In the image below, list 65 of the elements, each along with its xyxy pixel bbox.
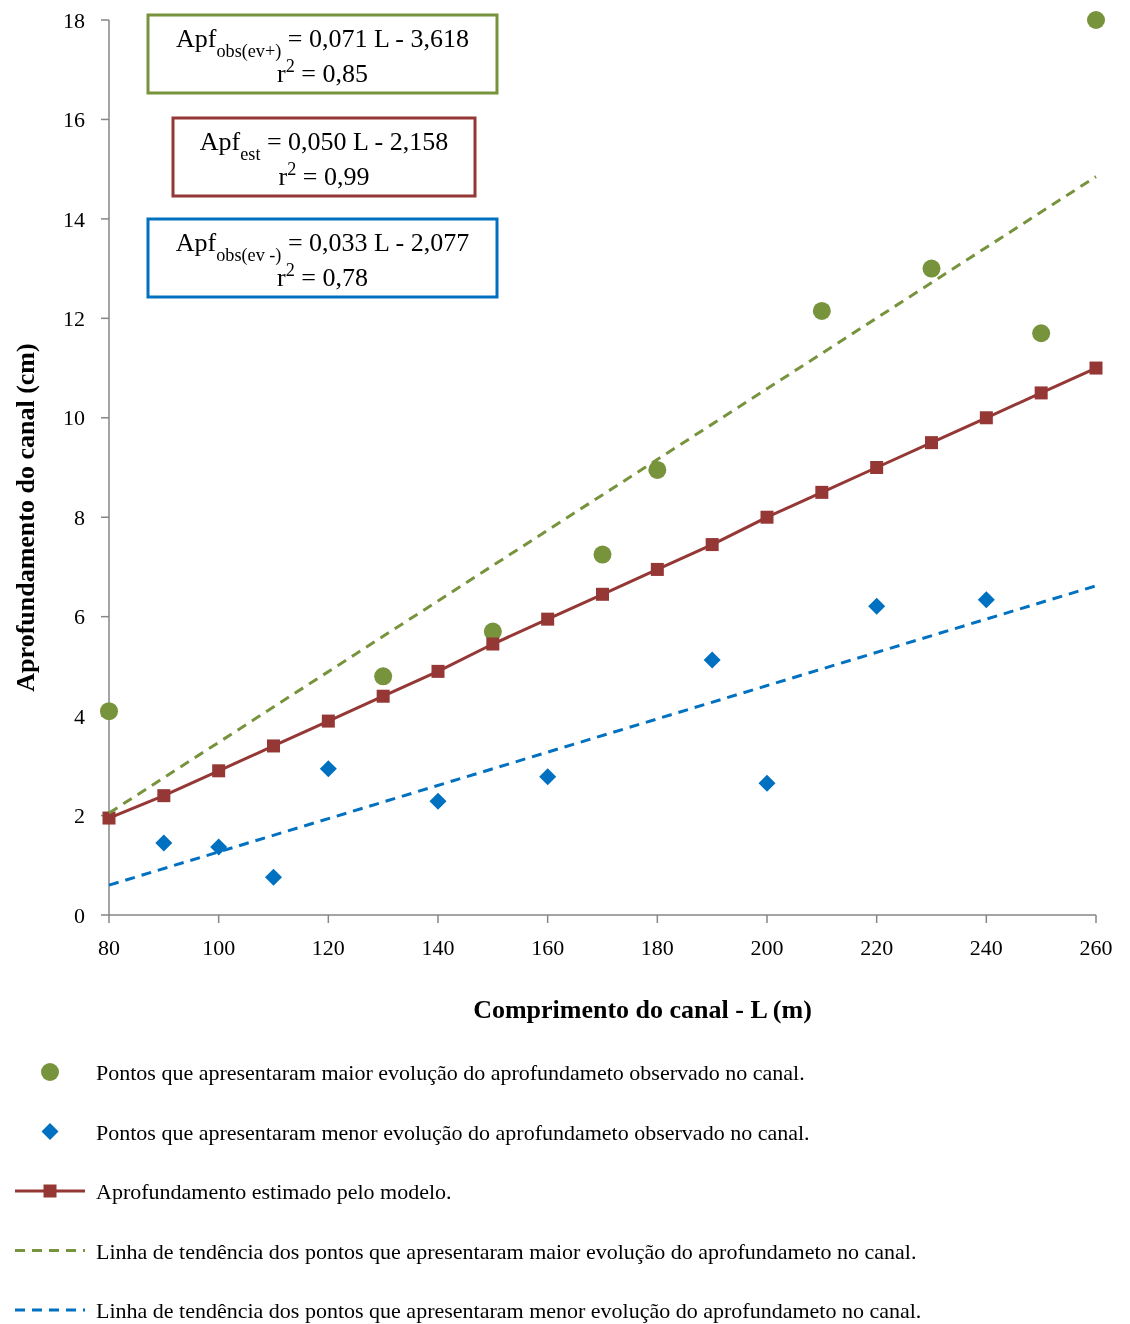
y-tick-label: 6	[74, 604, 85, 630]
x-tick-label: 260	[1079, 935, 1113, 960]
point	[815, 485, 829, 499]
point	[593, 545, 612, 564]
y-tick-label: 14	[63, 206, 85, 232]
point	[155, 834, 173, 852]
legend-label: Pontos que apresentaram menor evolução do aprofundameto observado no canal.	[96, 1119, 810, 1145]
y-tick-label: 8	[74, 504, 85, 530]
x-tick-label: 80	[98, 935, 120, 960]
point	[429, 792, 447, 810]
annotation: r$^{2}$ = 0,99	[278, 159, 370, 191]
x-tick-label: 220	[860, 935, 894, 960]
x-axis-title: Comprimento do canal - L (m)	[473, 995, 812, 1024]
x-tick-label: 160	[531, 935, 565, 960]
y-tick-label: 0	[74, 902, 85, 928]
x-tick-label: 140	[421, 935, 455, 960]
point	[1032, 324, 1051, 343]
point	[760, 510, 774, 524]
y-tick-label: 16	[63, 107, 85, 133]
point	[539, 768, 557, 786]
y-tick-label: 12	[63, 306, 85, 332]
point	[376, 689, 390, 703]
point	[812, 301, 831, 320]
point	[1034, 386, 1048, 400]
y-tick-label: 18	[63, 7, 85, 33]
point	[431, 664, 445, 678]
point	[758, 774, 776, 792]
point	[210, 838, 228, 856]
x-tick-label: 240	[969, 935, 1003, 960]
point	[212, 764, 226, 778]
point	[321, 714, 335, 728]
legend-label: Linha de tendência dos pontos que apresentaram menor evolução do aprofundameto no canal.	[96, 1298, 922, 1323]
point	[267, 739, 280, 753]
legend-label: Linha de tendência dos pontos que apresentaram maior evolução do aprofundameto no canal.	[96, 1238, 917, 1264]
point	[922, 259, 941, 278]
x-tick-label: 120	[311, 935, 345, 960]
legend-label: Pontos que apresentaram maior evolução do aprofundameto observado no canal.	[96, 1060, 805, 1085]
point	[486, 637, 500, 651]
y-tick-label: 2	[74, 803, 85, 829]
point	[705, 538, 719, 552]
point	[703, 651, 721, 669]
point	[650, 562, 664, 576]
point	[979, 411, 993, 425]
point	[596, 587, 609, 601]
point	[541, 612, 555, 626]
point	[868, 597, 886, 615]
point	[102, 811, 116, 825]
point	[925, 436, 938, 450]
x-tick-label: 180	[640, 935, 674, 960]
point	[870, 461, 884, 474]
x-tick-label: 100	[202, 935, 236, 960]
y-tick-label: 4	[74, 703, 85, 729]
point	[157, 789, 171, 803]
point	[319, 760, 337, 778]
x-tick-label: 200	[750, 935, 784, 960]
legend-label: Aprofundamento estimado pelo modelo.	[96, 1179, 452, 1204]
point	[100, 702, 118, 721]
point	[265, 868, 282, 886]
point	[648, 460, 667, 479]
y-tick-label: 10	[63, 405, 85, 431]
point	[1087, 11, 1105, 29]
y-axis-title: Aprofundamento do canal (cm)	[11, 343, 40, 692]
point	[1089, 361, 1103, 375]
point	[374, 667, 393, 686]
point	[977, 591, 995, 609]
